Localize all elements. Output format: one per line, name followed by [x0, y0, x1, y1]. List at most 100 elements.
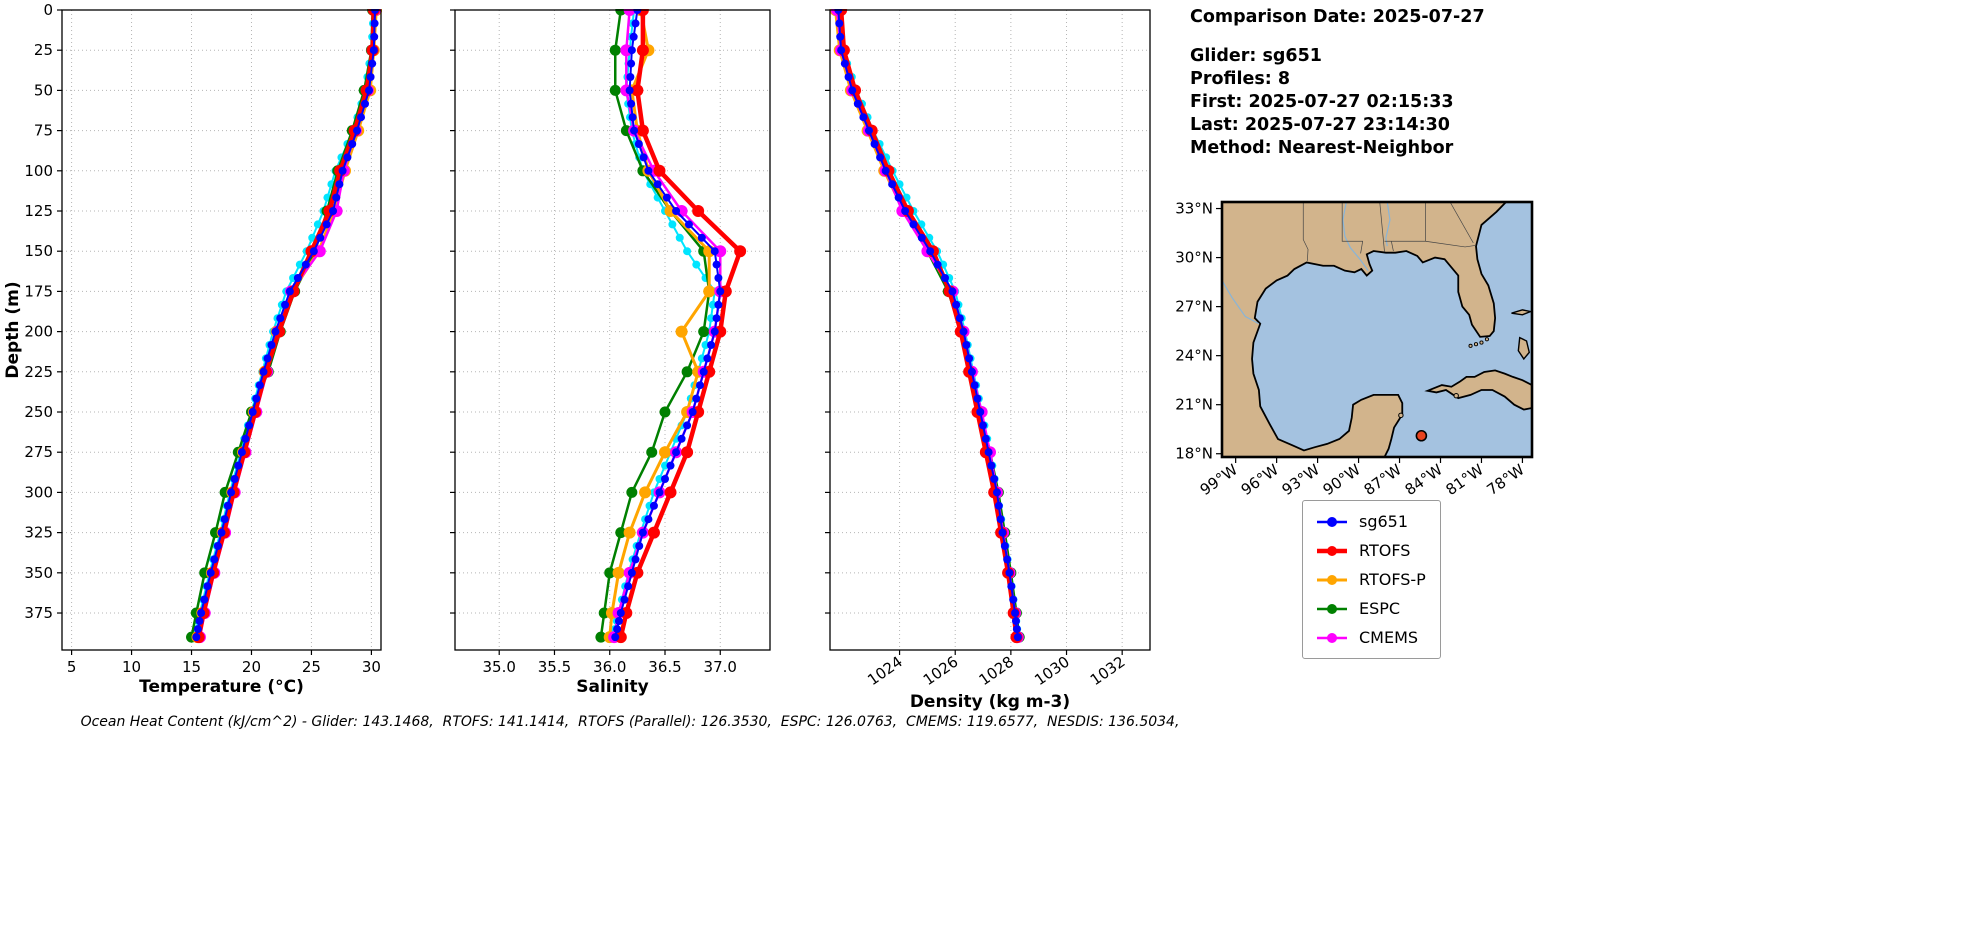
- series-sg651: [192, 9, 380, 642]
- svg-text:10: 10: [122, 658, 141, 676]
- legend-item: sg651: [1315, 509, 1426, 534]
- svg-text:5: 5: [67, 658, 77, 676]
- svg-text:30: 30: [362, 658, 381, 676]
- legend-marker-RTOFS: [1317, 545, 1347, 556]
- series-ESPC: [595, 9, 715, 643]
- svg-text:250: 250: [24, 403, 53, 421]
- svg-text:375: 375: [24, 604, 53, 622]
- first-profile-time: First: 2025-07-27 02:15:33: [1190, 92, 1454, 112]
- temperature-chart: 5 10 15 20 25 3002550751001251501752002252502…: [3, 1, 382, 697]
- svg-text:1030: 1030: [1031, 653, 1073, 690]
- svg-text:300: 300: [24, 483, 53, 501]
- mainland: [1222, 202, 1508, 457]
- river: [1342, 202, 1369, 272]
- series-group: [829, 9, 1025, 644]
- metadata-block: Comparison Date: 2025-07-27 Glider: sg65…: [1190, 6, 1485, 160]
- map-lon-tick-label: 93°W: [1279, 460, 1323, 499]
- map-lon-tick-label: 96°W: [1238, 460, 1282, 499]
- map-lat-tick-label: 33°N: [1175, 200, 1213, 218]
- svg-text:1028: 1028: [976, 653, 1018, 690]
- method: Method: Nearest-Neighbor: [1190, 138, 1454, 158]
- florida-key: [1468, 343, 1473, 348]
- map-lon-tick-label: 81°W: [1443, 460, 1487, 499]
- series-sg651: [611, 9, 725, 642]
- density-chart: 1024 1026 1028 1030 1032 Density (kg m-3): [825, 9, 1151, 712]
- island: [1517, 336, 1531, 361]
- series-RTOFS-P: [603, 9, 716, 644]
- svg-text:1024: 1024: [864, 653, 906, 690]
- state-border: [1449, 202, 1474, 244]
- legend-item: RTOFS: [1315, 538, 1426, 563]
- svg-text:35.5: 35.5: [538, 658, 571, 676]
- map-lon-tick-label: 90°W: [1320, 460, 1364, 499]
- comparison-date: Comparison Date: 2025-07-27: [1190, 7, 1485, 27]
- map-lon-tick-label: 87°W: [1361, 460, 1405, 499]
- svg-text:75: 75: [34, 122, 53, 140]
- series-sg651: [834, 9, 1022, 642]
- small-island: [1453, 393, 1459, 399]
- map-lat-tick-label: 24°N: [1175, 347, 1213, 365]
- svg-text:1032: 1032: [1087, 653, 1129, 690]
- map: 33°N 30°N 27°N 24°N 21°N 18°N99°W96°W93°W90°W…: [1175, 200, 1534, 499]
- profile-count: Profiles: 8: [1190, 69, 1291, 89]
- florida-key: [1484, 337, 1489, 342]
- glider-position-marker: [1415, 429, 1428, 442]
- svg-text:50: 50: [34, 81, 53, 99]
- svg-text:150: 150: [24, 242, 53, 260]
- legend: sg651 RTOFS RTOFS-P ESPC CMEMS: [1302, 500, 1441, 659]
- state-border: [1302, 202, 1309, 261]
- state-border: [1390, 241, 1394, 252]
- svg-text:0: 0: [43, 1, 53, 19]
- legend-marker-CMEMS: [1317, 632, 1347, 643]
- map-lon-tick-label: 78°W: [1483, 460, 1527, 499]
- svg-text:15: 15: [182, 658, 201, 676]
- state-border: [1341, 202, 1364, 254]
- svg-text:325: 325: [24, 524, 53, 542]
- state-border: [1425, 240, 1477, 248]
- map-lon-tick-label: 84°W: [1402, 460, 1446, 499]
- svg-text:35.0: 35.0: [483, 658, 516, 676]
- legend-item: RTOFS-P: [1315, 567, 1426, 592]
- river: [1222, 280, 1260, 325]
- salinity-chart: 35.0 35.5 36.0 36.5 37.0 Salinity: [450, 9, 771, 697]
- svg-text:175: 175: [24, 282, 53, 300]
- map-lon-tick-label: 99°W: [1197, 460, 1241, 499]
- map-lat-tick-label: 27°N: [1175, 298, 1213, 316]
- last-profile-time: Last: 2025-07-27 23:14:30: [1190, 115, 1450, 135]
- legend-label: ESPC: [1359, 599, 1401, 618]
- legend-label: CMEMS: [1359, 628, 1419, 647]
- svg-text:Temperature (°C): Temperature (°C): [139, 677, 304, 697]
- svg-text:225: 225: [24, 363, 53, 381]
- series-group: [186, 9, 382, 644]
- svg-text:1026: 1026: [920, 653, 962, 690]
- island: [1511, 309, 1532, 316]
- svg-text:36.5: 36.5: [648, 658, 681, 676]
- legend-marker-RTOFS-P: [1317, 574, 1347, 585]
- map-lat-tick-label: 30°N: [1175, 249, 1213, 267]
- legend-item: CMEMS: [1315, 625, 1426, 650]
- legend-marker-sg651: [1317, 516, 1347, 527]
- florida-key: [1479, 340, 1484, 345]
- river: [1385, 202, 1391, 247]
- svg-text:25: 25: [34, 41, 53, 59]
- map-frame: [1220, 200, 1534, 459]
- svg-text:Density (kg m-3): Density (kg m-3): [910, 692, 1070, 712]
- state-border: [1379, 202, 1385, 252]
- map-lat-tick-label: 21°N: [1175, 396, 1213, 414]
- small-island: [1398, 412, 1404, 419]
- svg-text:36.0: 36.0: [593, 658, 626, 676]
- legend-label: RTOFS: [1359, 541, 1411, 560]
- svg-text:275: 275: [24, 443, 53, 461]
- legend-label: RTOFS-P: [1359, 570, 1426, 589]
- map-lat-tick-label: 18°N: [1175, 445, 1213, 463]
- metadata-gap: [1190, 29, 1485, 45]
- svg-text:20: 20: [242, 658, 261, 676]
- series-NESDIS: [834, 9, 1023, 642]
- cuba: [1424, 369, 1532, 411]
- ocean-heat-content-caption: Ocean Heat Content (kJ/cm^2) - Glider: 1…: [80, 714, 1180, 730]
- svg-text:100: 100: [24, 162, 53, 180]
- svg-text:Salinity: Salinity: [576, 677, 649, 697]
- svg-text:Depth (m): Depth (m): [3, 281, 23, 378]
- svg-text:200: 200: [24, 323, 53, 341]
